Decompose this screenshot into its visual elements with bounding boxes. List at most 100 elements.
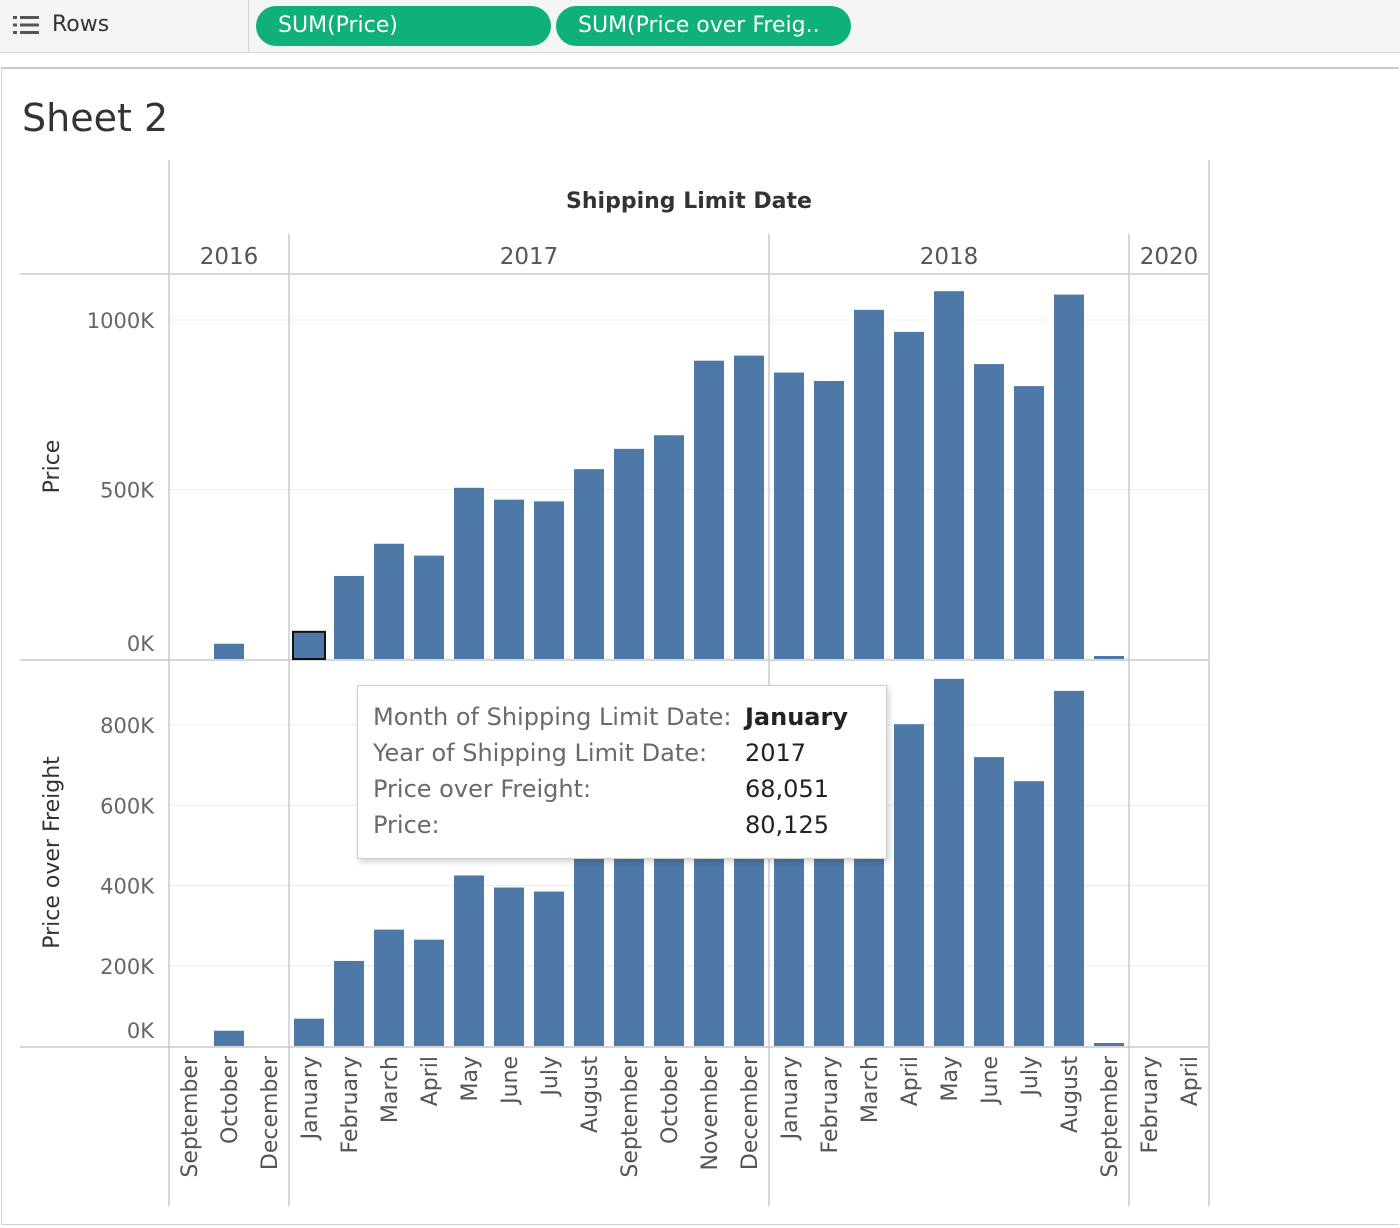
year-label: 2018	[920, 244, 979, 270]
bar	[454, 875, 484, 1046]
x-tick-label: September	[1098, 1055, 1123, 1178]
tooltip-row-price-over-freight: Price over Freight: 68,051	[373, 775, 829, 803]
bar	[854, 309, 884, 659]
bar	[614, 837, 644, 1046]
rows-list-icon	[13, 16, 39, 34]
bar	[1054, 294, 1084, 659]
bar	[654, 435, 684, 659]
year-label: 2017	[500, 244, 559, 270]
bar	[1054, 690, 1084, 1046]
worksheet-area	[1, 67, 1399, 1225]
bar	[694, 360, 724, 659]
bar	[414, 939, 444, 1046]
sum-price-pill[interactable]: SUM(Price)	[256, 6, 551, 46]
bar	[934, 678, 964, 1046]
tooltip-key: Price:	[373, 811, 440, 839]
bar	[1094, 1043, 1124, 1046]
x-tick-label: February	[818, 1056, 843, 1154]
bar	[294, 1018, 324, 1046]
x-tick-label: July	[538, 1056, 563, 1098]
x-tick-label: April	[1178, 1056, 1203, 1106]
rows-shelf: Rows SUM(Price) SUM(Price over Freig..	[0, 0, 1400, 53]
rows-shelf-label: Rows	[52, 12, 110, 37]
bar	[534, 501, 564, 659]
x-tick-label: October	[218, 1055, 243, 1144]
x-tick-label: January	[298, 1056, 323, 1141]
x-tick-label: September	[178, 1055, 203, 1178]
sum-price-over-freight-pill[interactable]: SUM(Price over Freig..	[556, 6, 851, 46]
bar	[974, 757, 1004, 1046]
bar	[574, 469, 604, 659]
bar	[494, 499, 524, 659]
bar	[814, 381, 844, 659]
bar	[494, 887, 524, 1046]
bar	[214, 643, 244, 659]
tooltip-key: Year of Shipping Limit Date:	[373, 739, 708, 767]
bar	[574, 853, 604, 1046]
rows-shelf-label-box: Rows	[0, 0, 249, 52]
y-tick-label: 0K	[127, 1019, 155, 1043]
y-axis-title: Price over Freight	[40, 756, 65, 949]
bar	[454, 487, 484, 659]
year-label: 2016	[200, 244, 259, 270]
tooltip: Month of Shipping Limit Date: January Ye…	[357, 685, 887, 859]
bar	[894, 724, 924, 1046]
bar	[534, 891, 564, 1046]
bar	[1014, 386, 1044, 659]
x-tick-label: August	[578, 1056, 603, 1133]
bar	[1094, 656, 1124, 659]
tooltip-key: Price over Freight:	[373, 775, 592, 803]
y-tick-label: 0K	[127, 632, 155, 656]
bar	[734, 355, 764, 659]
x-tick-label: June	[978, 1056, 1003, 1106]
bar	[774, 372, 804, 659]
x-tick-label: April	[418, 1056, 443, 1106]
y-axis-title: Price	[40, 440, 65, 494]
y-tick-label: 500K	[100, 479, 155, 503]
x-tick-label: February	[1138, 1056, 1163, 1154]
bar	[374, 929, 404, 1046]
x-tick-label: May	[938, 1056, 963, 1101]
tooltip-value: January	[745, 703, 848, 731]
year-label: 2020	[1140, 244, 1199, 270]
bar	[934, 291, 964, 659]
bar	[414, 555, 444, 659]
bar	[894, 331, 924, 659]
bar	[334, 575, 364, 659]
y-tick-label: 400K	[100, 875, 155, 899]
sheet-title: Sheet 2	[22, 96, 169, 140]
x-tick-label: February	[338, 1056, 363, 1154]
bar	[292, 630, 326, 661]
column-header-title: Shipping Limit Date	[566, 189, 812, 214]
x-tick-label: July	[1018, 1056, 1043, 1098]
bar	[1014, 781, 1044, 1046]
bar	[374, 543, 404, 659]
x-tick-label: January	[778, 1056, 803, 1141]
bar	[334, 960, 364, 1046]
tooltip-value: 80,125	[745, 811, 829, 839]
x-tick-label: December	[738, 1055, 763, 1170]
x-tick-label: November	[698, 1055, 723, 1170]
x-tick-label: December	[258, 1055, 283, 1170]
x-tick-label: June	[498, 1056, 523, 1106]
tooltip-key: Month of Shipping Limit Date:	[373, 703, 732, 731]
tooltip-row-year: Year of Shipping Limit Date: 2017	[373, 739, 806, 767]
x-tick-label: August	[1058, 1056, 1083, 1133]
y-tick-label: 600K	[100, 794, 155, 818]
x-tick-label: April	[898, 1056, 923, 1106]
x-tick-label: September	[618, 1055, 643, 1178]
x-tick-label: March	[858, 1056, 883, 1123]
bar	[614, 448, 644, 659]
tooltip-row-price: Price: 80,125	[373, 811, 829, 839]
tooltip-row-month: Month of Shipping Limit Date: January	[373, 703, 848, 731]
tooltip-value: 68,051	[745, 775, 829, 803]
y-tick-label: 200K	[100, 955, 155, 979]
bar	[214, 1030, 244, 1046]
x-tick-label: October	[658, 1055, 683, 1144]
x-tick-label: March	[378, 1056, 403, 1123]
bar	[974, 364, 1004, 659]
x-tick-label: May	[458, 1056, 483, 1101]
y-tick-label: 1000K	[87, 309, 155, 333]
y-tick-label: 800K	[100, 714, 155, 738]
